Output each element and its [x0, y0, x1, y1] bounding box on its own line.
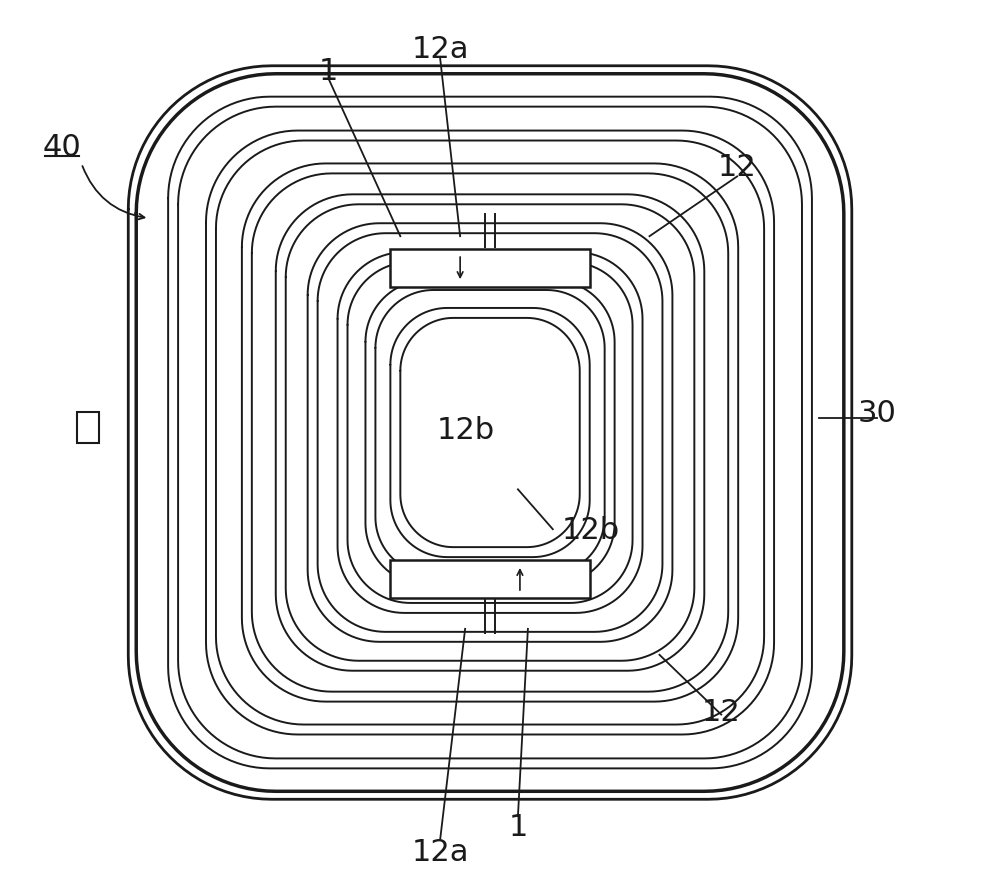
Bar: [390, 250, 590, 288]
Bar: [77, 412, 99, 444]
Text: 1: 1: [508, 812, 528, 840]
Text: 12: 12: [718, 153, 757, 182]
Text: 12: 12: [702, 697, 741, 726]
Text: 12b: 12b: [437, 415, 495, 445]
Text: 40: 40: [42, 133, 81, 162]
Text: 12a: 12a: [411, 36, 469, 64]
Text: 1: 1: [319, 57, 338, 86]
Bar: [390, 561, 590, 598]
Text: 12b: 12b: [562, 515, 620, 544]
Text: 30: 30: [857, 399, 896, 428]
Text: 12a: 12a: [411, 837, 469, 866]
